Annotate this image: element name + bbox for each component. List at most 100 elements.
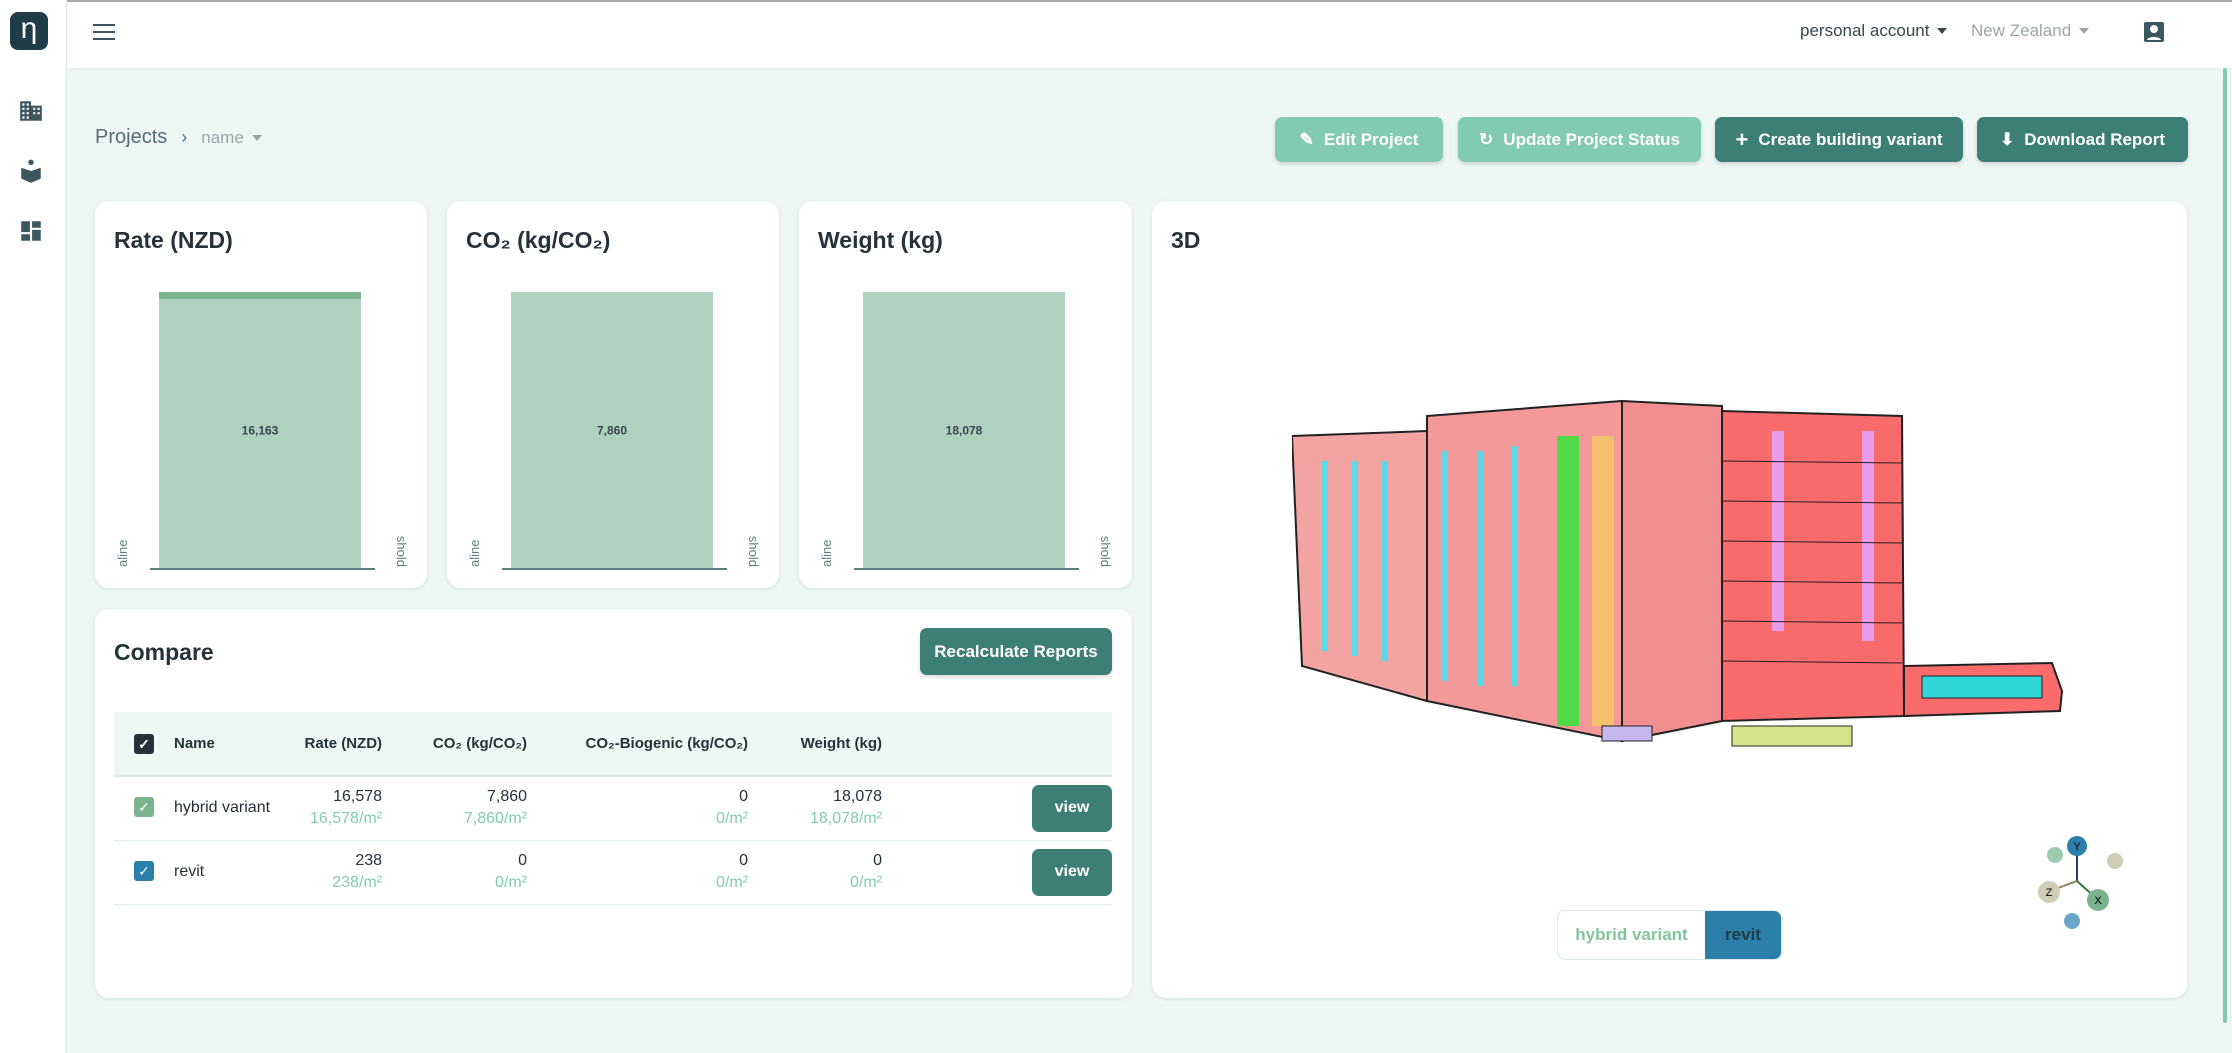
value: 238 [355,852,383,869]
value: 0 [739,852,749,869]
scrollbar[interactable] [2223,68,2227,1023]
axis-gizmo[interactable]: Y Z X [2022,826,2132,936]
recalculate-button[interactable]: Recalculate Reports [920,628,1112,675]
cell-name: revit [174,863,205,880]
create-variant-button[interactable]: + Create building variant [1715,117,1963,162]
x-tick-label: shold [394,536,409,567]
building-3d-model[interactable] [1292,391,2092,771]
col-rate: Rate (NZD) [304,735,383,752]
top-bar: personal account New Zealand [67,0,2232,68]
variant-toggle: hybrid variant revit [1557,910,1782,960]
pencil-icon: ✎ [1299,129,1314,149]
x-tick-label: shold [1098,536,1113,567]
account-label: personal account [1800,21,1930,40]
weight-chart: 18,078 aline shold [819,292,1113,570]
cell-name: hybrid variant [174,799,271,817]
breadcrumb-projects[interactable]: Projects [95,126,168,148]
account-box-icon[interactable] [2142,20,2166,44]
building-icon[interactable] [18,98,44,124]
bar[interactable] [159,292,361,569]
refresh-icon: ↻ [1479,129,1494,149]
cell-bio: 0 0/m² [527,840,748,904]
download-report-label: Download Report [2024,129,2165,149]
chart-title: CO₂ (kg/CO₂) [466,227,611,253]
per-m2-value: 0/m² [716,810,749,828]
create-variant-label: Create building variant [1758,129,1943,149]
rate-chart: 16,163 aline shold [115,292,409,570]
compare-card: Compare Recalculate Reports ✓ Name Rate … [95,609,1132,998]
edit-project-label: Edit Project [1323,129,1419,149]
row-checkbox[interactable]: ✓ [134,797,154,818]
cell-weight: 0 0/m² [748,840,882,904]
project-name: name [201,128,244,147]
x-tick-label: aline [819,540,834,567]
select-all-checkbox[interactable]: ✓ [134,733,154,754]
region-select[interactable]: New Zealand [1971,21,2090,41]
3d-viewer-card: 3D Y Z X hybrid variant revit [1152,201,2187,998]
edit-project-button[interactable]: ✎ Edit Project [1275,117,1443,162]
per-m2-value: 7,860/m² [463,810,528,828]
account-select[interactable]: personal account [1800,21,1948,41]
axis-x-label: X [2094,895,2102,907]
co2-chart: 7,860 aline shold [467,292,761,570]
per-m2-value: 16,578/m² [310,810,383,828]
co2-chart-card: CO₂ (kg/CO₂) 7,860 aline shold [447,201,779,588]
toggle-revit[interactable]: revit [1705,911,1781,959]
logo[interactable]: η [10,12,48,50]
view-button[interactable]: view [1032,848,1112,896]
bar-value-label: 16,163 [242,424,279,438]
bar[interactable] [511,292,713,569]
cell-co2: 7,860 7,860/m² [382,776,527,840]
menu-icon[interactable] [93,24,115,40]
download-report-button[interactable]: ⬇ Download Report [1977,117,2188,162]
chart-title: Weight (kg) [818,227,943,253]
per-m2-value: 0/m² [716,874,749,891]
table-row: ✓ revit 238 238/m² 0 0/m² 0 0/m² 0 0/m² view [114,840,1112,904]
compare-title: Compare [114,639,214,665]
reader-icon[interactable] [18,158,44,184]
plus-icon: + [1735,126,1749,152]
cell-co2: 0 0/m² [382,840,527,904]
per-m2-value: 0/m² [850,874,883,891]
bar-top-segment [159,292,361,299]
cell-rate: 16,578 16,578/m² [270,776,382,840]
value: 18,078 [833,788,883,806]
chart-title: Rate (NZD) [114,227,233,253]
download-icon: ⬇ [2000,129,2015,149]
cell-rate: 238 238/m² [270,840,382,904]
cell-weight: 18,078 18,078/m² [748,776,882,840]
x-tick-label: shold [746,536,761,567]
breadcrumb: Projects › name [95,126,262,149]
update-status-button[interactable]: ↻ Update Project Status [1458,117,1701,162]
per-m2-value: 18,078/m² [810,810,883,828]
project-name-select[interactable]: name [201,128,262,147]
view-button[interactable]: view [1032,784,1112,832]
axis-z-label: Z [2046,887,2053,899]
x-tick-label: aline [115,540,130,567]
update-status-label: Update Project Status [1503,129,1680,149]
per-m2-value: 238/m² [332,874,383,891]
recalculate-label: Recalculate Reports [934,641,1098,661]
col-weight: Weight (kg) [800,735,883,752]
value: 0 [873,852,883,869]
cell-bio: 0 0/m² [527,776,748,840]
axis-y-label: Y [2073,841,2081,853]
table-row: ✓ hybrid variant 16,578 16,578/m² 7,860 7,8… [114,776,1112,840]
value: 7,860 [487,788,528,806]
bar-value-label: 7,860 [597,424,627,438]
value: 16,578 [333,788,383,806]
compare-table: ✓ Name Rate (NZD) CO₂ (kg/CO₂) CO₂-Bioge… [114,712,1112,905]
region-label: New Zealand [1971,21,2072,40]
col-co2-biogenic: CO₂-Biogenic (kg/CO₂) [585,735,749,752]
row-checkbox[interactable]: ✓ [134,861,154,881]
viewer-title: 3D [1171,227,1201,253]
x-tick-label: aline [467,540,482,567]
toggle-hybrid-variant[interactable]: hybrid variant [1558,911,1705,959]
sidebar: η [0,0,67,1053]
col-name: Name [174,735,215,752]
dashboard-icon[interactable] [18,218,44,244]
per-m2-value: 0/m² [495,874,528,891]
col-co2: CO₂ (kg/CO₂) [432,735,528,752]
bar-value-label: 18,078 [946,424,983,438]
bar[interactable] [863,292,1065,569]
